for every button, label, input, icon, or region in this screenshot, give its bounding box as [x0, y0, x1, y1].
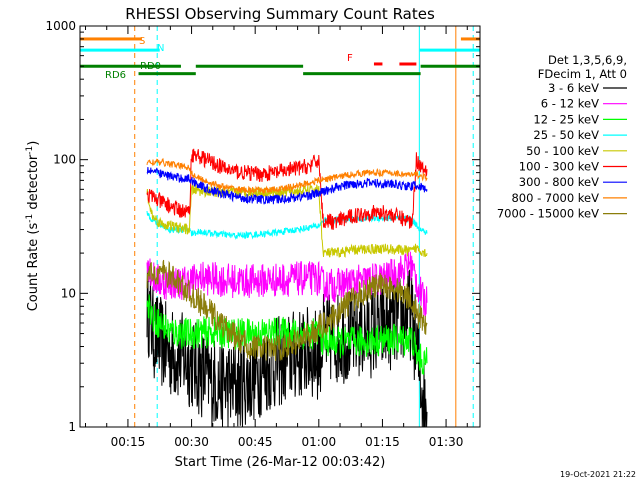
- series-line: [146, 263, 428, 428]
- series-line: [146, 210, 428, 241]
- legend-label: 6 - 12 keV: [541, 97, 599, 111]
- legend-label: 300 - 800 keV: [519, 175, 599, 189]
- x-tick-label: 01:00: [302, 435, 337, 449]
- legend-header: Det 1,3,5,6,9,: [548, 53, 627, 67]
- legend-header: FDecim 1, Att 0: [538, 67, 627, 81]
- x-tick-label: 01:30: [429, 435, 464, 449]
- state-bar-n: [80, 48, 160, 52]
- axes: 1 10 100 1000 00:15 00:30 00:45 01:00 01:15 01:30: [45, 19, 480, 449]
- data-series: [146, 148, 428, 428]
- y-tick-label: 1: [68, 420, 76, 434]
- state-label-s: S: [139, 36, 145, 47]
- state-bar-s: [80, 37, 142, 41]
- legend-label: 12 - 25 keV: [533, 112, 599, 126]
- x-tick-label: 00:30: [174, 435, 209, 449]
- state-label-f: F: [347, 53, 353, 64]
- y-tick-label: 100: [53, 153, 76, 167]
- instrument-state-bars: S N RD0 RD6 F: [80, 36, 480, 81]
- state-bar-rd0: [420, 64, 480, 68]
- y-axis-label-prefix: Count Rate (s: [26, 223, 41, 312]
- state-bar-rd0: [195, 64, 304, 68]
- y-axis-label-suffix: ): [26, 141, 41, 146]
- state-label-rd6: RD6: [105, 70, 126, 81]
- y-axis-label: Count Rate (s-1 detector-1): [25, 141, 41, 312]
- state-bar-s: [460, 37, 480, 41]
- y-axis-label-exponent-2: -1: [25, 146, 35, 155]
- state-bar-n: [419, 48, 480, 52]
- y-axis-label-exponent-1: -1: [25, 214, 35, 223]
- series-line: [146, 157, 428, 195]
- legend-label: 7000 - 15000 keV: [497, 207, 599, 221]
- legend: Det 1,3,5,6,9,FDecim 1, Att 03 - 6 keV 6 …: [497, 53, 627, 221]
- legend-label: 3 - 6 keV: [548, 81, 599, 95]
- series-line: [146, 259, 428, 362]
- state-bar-rd0: [80, 64, 181, 68]
- legend-label: 800 - 7000 keV: [511, 191, 599, 205]
- state-bar-rd6: [303, 72, 421, 76]
- series-line: [146, 148, 428, 230]
- x-tick-label: 00:45: [238, 435, 273, 449]
- x-tick-label: 00:15: [111, 435, 146, 449]
- state-bar-rd6: [138, 72, 196, 76]
- y-tick-label: 10: [61, 286, 76, 300]
- state-label-n: N: [157, 43, 164, 54]
- state-label-rd0: RD0: [140, 61, 161, 72]
- x-tick-label: 01:15: [365, 435, 400, 449]
- series-line: [146, 294, 428, 375]
- timestamp: 19-Oct-2021 21:22: [560, 470, 636, 479]
- x-axis-label: Start Time (26-Mar-12 00:03:42): [175, 455, 386, 470]
- series-line: [146, 166, 428, 205]
- y-tick-label: 1000: [45, 19, 76, 33]
- chart-title: RHESSI Observing Summary Count Rates: [125, 5, 435, 23]
- legend-label: 50 - 100 keV: [526, 144, 599, 158]
- y-axis-label-middle: detector: [26, 154, 41, 214]
- plot-frame: [79, 25, 481, 428]
- legend-label: 100 - 300 keV: [519, 160, 599, 174]
- legend-label: 25 - 50 keV: [533, 128, 599, 142]
